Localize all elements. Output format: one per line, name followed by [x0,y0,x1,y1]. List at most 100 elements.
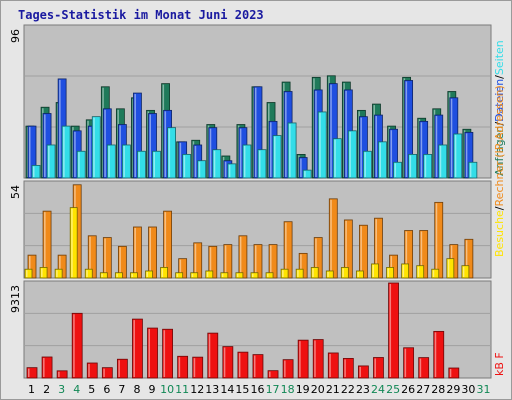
bar-besuche-day-27 [416,265,425,279]
legend-bottom: kB F [493,352,506,376]
x-tick-day-7: 7 [118,383,125,396]
bar-highlight [372,264,374,277]
bar-highlight [360,117,362,177]
bar-kb-day-12 [192,356,204,379]
bar-highlight [191,273,194,277]
bar-highlight [439,145,442,177]
bar-fill [235,272,244,279]
bar-fill [212,149,222,179]
bar-fill [190,272,199,279]
bar-kb-day-7 [116,358,128,379]
bar-highlight [344,359,346,377]
bar-highlight [434,332,437,377]
bar-besuche-day-9 [145,270,153,279]
bar-fill [26,367,38,379]
bar-fill [182,154,192,179]
bar-highlight [435,203,438,277]
bar-seiten-day-17 [272,135,282,179]
bar-highlight [86,270,88,277]
bar-fill [393,161,402,179]
bar-fill [448,367,460,379]
bar-fill [468,161,478,179]
legend-text: / [493,75,506,79]
bar-highlight [213,150,216,177]
bar-highlight [357,271,359,277]
bar-besuche-day-30 [461,265,470,279]
bar-kb-day-11 [177,355,189,379]
x-tick-day-14: 14 [220,383,234,396]
bar-highlight [146,271,149,277]
x-tick-day-21: 21 [326,383,340,396]
bar-highlight [104,238,106,277]
bar-highlight [243,145,246,177]
bar-fill [347,130,357,179]
bar-seiten-day-27 [423,154,433,179]
bar-fill [145,270,153,279]
bar-highlight [450,98,453,177]
bar-besuche-day-3 [54,268,63,279]
bar-fill [438,144,448,179]
bar-highlight [101,273,103,277]
bar-highlight [409,155,412,177]
bar-highlight [193,358,196,377]
bar-highlight [282,270,284,277]
bar-highlight [254,87,257,177]
bar-fill [446,258,455,279]
bar-highlight [123,145,125,177]
x-tick-day-6: 6 [103,383,110,396]
bar-seiten-day-23 [363,150,372,179]
bar-highlight [465,133,468,177]
bar-fill [222,346,234,379]
bar-fill [220,272,229,279]
bar-seiten-day-1 [31,165,41,179]
bar-seiten-day-5 [91,116,101,179]
legend-text: Anfragen [493,126,506,176]
bar-kb-day-6 [101,367,113,379]
bar-highlight [221,273,224,277]
bar-besuche-day-7 [114,272,123,279]
bar-highlight [168,128,171,177]
bar-fill [295,268,304,279]
bar-fill [227,163,237,179]
bar-highlight [89,236,91,277]
legend-text: Dateien [493,79,506,122]
bar-rechner-day-21 [328,198,338,279]
legend-text: Besuche [493,210,506,257]
bar-highlight [375,219,377,277]
bar-kb-day-14 [222,346,234,379]
legend-top: Anfragen/Dateien/Seiten [493,40,506,176]
bar-highlight [274,136,276,177]
bar-highlight [465,240,468,277]
x-tick-day-13: 13 [205,383,219,396]
x-tick-day-27: 27 [416,383,430,396]
bar-highlight [394,163,397,177]
bar-fill [160,267,168,279]
bar-highlight [178,357,181,377]
bar-highlight [104,109,106,177]
bar-highlight [469,163,472,177]
bar-besuche-day-26 [401,263,410,279]
bar-fill [69,207,78,279]
bar-fill [101,367,113,379]
bar-highlight [71,208,73,277]
x-tick-day-22: 22 [341,383,355,396]
bar-highlight [342,268,344,277]
bar-seiten-day-28 [438,144,448,179]
bar-highlight [239,236,242,277]
bar-fill [84,268,93,279]
bar-fill [378,141,387,179]
bar-highlight [138,152,140,177]
bar-fill [121,144,131,179]
bar-kb-day-2 [41,356,53,379]
bar-kb-day-24 [373,357,384,379]
bar-highlight [375,116,377,177]
bar-highlight [116,273,118,277]
bar-highlight [238,353,241,377]
bar-highlight [405,231,408,277]
bar-fill [175,272,184,279]
bar-highlight [134,227,136,277]
bar-besuche-day-24 [371,263,379,279]
bar-highlight [251,273,254,277]
bar-seiten-day-10 [167,127,176,179]
bar-highlight [56,270,58,277]
